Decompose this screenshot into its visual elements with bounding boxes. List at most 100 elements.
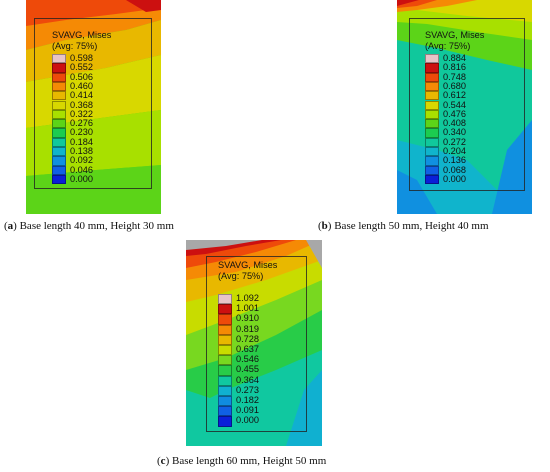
legend-swatch — [218, 416, 232, 427]
legend-swatch — [52, 72, 66, 82]
legend-swatch — [425, 128, 439, 138]
legend-title-a: SVAVG, Mises — [52, 30, 112, 40]
legend-swatch — [52, 147, 66, 157]
legend-c: SVAVG, Mises (Avg: 75%) 1.092 1.001 0.910 0… — [218, 260, 308, 440]
legend-swatch — [218, 334, 232, 345]
legend-value: 1.001 — [236, 303, 259, 314]
legend-value: 0.091 — [236, 405, 259, 416]
legend-value: 1.092 — [236, 293, 259, 303]
caption-label-b: b — [321, 220, 328, 232]
legend-value: 0.546 — [236, 354, 259, 365]
legend-swatch — [425, 63, 439, 73]
legend-value: 0.204 — [443, 146, 466, 156]
legend-swatch — [218, 304, 232, 315]
legend-swatch — [218, 314, 232, 325]
legend-swatch — [52, 63, 66, 73]
caption-label-c: c — [160, 455, 166, 467]
legend-value: 0.138 — [70, 146, 93, 156]
legend-value: 0.884 — [443, 53, 466, 63]
caption-text-b: Base length 50 mm, Height 40 mm — [331, 220, 489, 232]
legend-value: 0.680 — [443, 80, 466, 91]
legend-value: 0.816 — [443, 62, 466, 73]
legend-swatch — [218, 324, 232, 335]
legend-value: 0.368 — [70, 99, 93, 110]
legend-value: 0.552 — [70, 62, 93, 73]
legend-value: 0.272 — [443, 136, 466, 147]
legend-swatch — [218, 345, 232, 356]
legend-value: 0.598 — [70, 53, 93, 63]
legend-value: 0.184 — [70, 136, 93, 147]
legend-value: 0.476 — [443, 108, 466, 119]
caption-c: (c) Base length 60 mm, Height 50 mm — [157, 455, 327, 467]
legend-swatch — [52, 128, 66, 138]
legend-title-b: SVAVG, Mises — [425, 30, 485, 40]
legend-value: 0.322 — [70, 108, 93, 119]
legend-value: 0.340 — [443, 127, 466, 138]
legend-value: 0.460 — [70, 80, 93, 91]
panel-a: SVAVG, Mises (Avg: 75%) 0.598 0.552 0.506 0… — [26, 0, 161, 214]
legend-value: 0.506 — [70, 71, 93, 82]
caption-text-a: Base length 40 mm, Height 30 mm — [16, 220, 174, 232]
legend-swatch — [52, 109, 66, 120]
legend-swatch — [52, 119, 66, 129]
legend-value: 0.000 — [236, 415, 259, 426]
legend-swatch — [218, 396, 232, 407]
caption-a: (a) Base length 40 mm, Height 30 mm — [4, 220, 174, 232]
legend-swatch — [52, 100, 66, 110]
legend-a: SVAVG, Mises (Avg: 75%) 0.598 0.552 0.506 0… — [52, 30, 142, 190]
contour-plot-b — [397, 0, 532, 214]
legend-swatch — [425, 91, 439, 101]
legend-value: 0.230 — [70, 127, 93, 138]
legend-swatch — [52, 156, 66, 166]
legend-value: 0.046 — [70, 164, 93, 175]
legend-swatch — [425, 147, 439, 157]
legend-swatch — [425, 72, 439, 82]
legend-value: 0.544 — [443, 99, 466, 110]
legend-swatch — [52, 174, 66, 185]
legend-swatch — [218, 385, 232, 396]
legend-value: 0.408 — [443, 118, 466, 129]
legend-value: 0.000 — [443, 173, 466, 184]
legend-swatch — [52, 165, 66, 175]
legend-value: 0.637 — [236, 344, 259, 354]
legend-value: 0.819 — [236, 323, 259, 334]
legend-value: 0.000 — [70, 173, 93, 184]
legend-value: 0.728 — [236, 333, 259, 344]
legend-swatch — [425, 174, 439, 185]
legend-subtitle-a: (Avg: 75%) — [52, 41, 98, 51]
legend-swatch — [52, 91, 66, 101]
legend-value: 0.068 — [443, 164, 466, 175]
legend-value: 0.092 — [70, 155, 93, 166]
legend-value: 0.414 — [70, 90, 93, 101]
legend-swatch — [218, 375, 232, 386]
legend-swatch — [425, 119, 439, 129]
legend-swatch — [425, 54, 439, 64]
legend-swatch — [425, 100, 439, 110]
legend-subtitle-b: (Avg: 75%) — [425, 41, 471, 51]
legend-swatch — [425, 109, 439, 120]
legend-swatch — [425, 165, 439, 175]
caption-label-a: a — [7, 220, 14, 232]
legend-swatch — [218, 355, 232, 366]
legend-subtitle-c: (Avg: 75%) — [218, 271, 264, 281]
legend-swatch — [218, 294, 232, 305]
legend-value: 0.182 — [236, 395, 259, 405]
legend-value: 0.910 — [236, 313, 259, 324]
legend-value: 0.612 — [443, 90, 466, 101]
legend-b: SVAVG, Mises (Avg: 75%) 0.884 0.816 0.748 0… — [425, 30, 515, 190]
legend-value: 0.455 — [236, 364, 259, 375]
legend-value: 0.748 — [443, 71, 466, 82]
legend-value: 0.364 — [236, 374, 259, 385]
legend-title-c: SVAVG, Mises — [218, 260, 278, 270]
legend-swatch — [52, 81, 66, 92]
legend-swatch — [425, 156, 439, 166]
caption-text-c: Base length 60 mm, Height 50 mm — [169, 455, 327, 467]
legend-value: 0.273 — [236, 384, 259, 395]
legend-swatch — [425, 137, 439, 147]
legend-value: 0.136 — [443, 155, 466, 166]
legend-value: 0.276 — [70, 118, 93, 129]
legend-swatch — [52, 54, 66, 64]
legend-swatch — [218, 406, 232, 417]
legend-swatch — [425, 81, 439, 92]
legend-swatch — [52, 137, 66, 147]
